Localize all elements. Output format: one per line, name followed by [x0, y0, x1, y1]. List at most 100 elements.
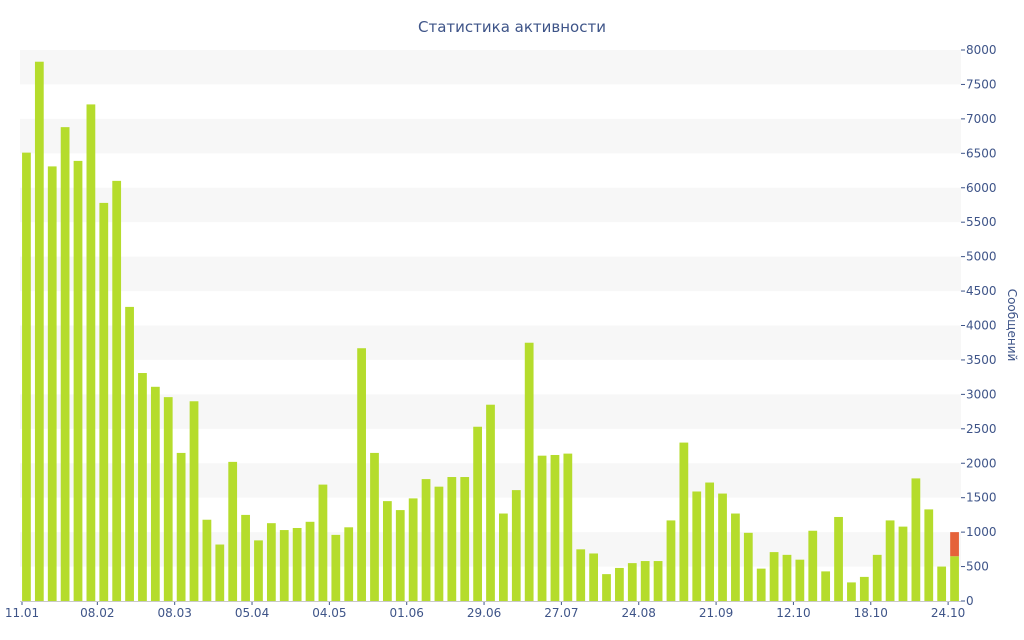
bar [460, 477, 470, 601]
bar [189, 401, 199, 601]
y-tick-label: 0 [966, 594, 974, 608]
bar [821, 571, 831, 601]
y-tick-label: 3000 [966, 387, 997, 401]
bar [718, 493, 727, 601]
x-tick-label: 29.06 [467, 606, 501, 620]
bar [22, 152, 31, 601]
bar-current-highlight [950, 532, 959, 557]
bar [112, 180, 122, 602]
grid-band [20, 256, 961, 292]
bar [898, 526, 908, 601]
bar [524, 342, 534, 601]
bar [834, 516, 843, 601]
bar [305, 521, 315, 601]
bar [563, 453, 573, 601]
y-tick-label: 7500 [966, 77, 997, 91]
bar [344, 527, 354, 601]
grid-bands [20, 50, 961, 567]
bar [434, 486, 444, 601]
bar [550, 454, 560, 601]
bar [99, 202, 109, 601]
y-tick-label: 5500 [966, 215, 997, 229]
bar [86, 104, 96, 601]
bar [924, 509, 934, 601]
bar [125, 306, 134, 601]
bar [885, 520, 895, 601]
y-axis-label: Сообщений [1005, 289, 1019, 362]
bar [743, 532, 753, 601]
x-tick-label: 11.01 [5, 606, 39, 620]
y-tick-label: 6500 [966, 146, 997, 160]
bar [615, 567, 624, 601]
y-tick-label: 7000 [966, 112, 997, 126]
bar [537, 455, 547, 601]
bar [653, 561, 663, 601]
bar [241, 514, 250, 601]
bar [395, 510, 405, 601]
bar [447, 477, 457, 601]
y-axis-ticks: 0 500 1000 1500 2000 2500 3000 3500 4000 4500 5000… [961, 43, 997, 608]
x-tick-label: 24.08 [622, 606, 656, 620]
x-tick-label: 01.06 [390, 606, 424, 620]
bar-current [950, 556, 959, 601]
bar [692, 491, 702, 601]
bar [254, 540, 263, 601]
bar [911, 478, 921, 601]
bar [215, 544, 225, 601]
bar [266, 523, 276, 601]
bar [756, 568, 766, 601]
bar [937, 566, 947, 601]
bar [486, 404, 495, 601]
bar [138, 373, 147, 601]
y-tick-label: 1500 [966, 491, 997, 505]
bar [370, 452, 379, 601]
bar [47, 166, 57, 601]
x-tick-label: 08.02 [80, 606, 114, 620]
grid-band [20, 118, 961, 154]
x-tick-label: 12.10 [776, 606, 810, 620]
bar [60, 127, 70, 601]
bar [331, 534, 341, 601]
bar [176, 452, 186, 601]
bar [705, 482, 715, 601]
bar [279, 530, 289, 601]
y-tick-label: 4500 [966, 284, 997, 298]
bar [150, 386, 160, 601]
x-tick-label: 05.04 [235, 606, 269, 620]
bar [408, 498, 418, 601]
bar [318, 484, 328, 601]
bar [679, 442, 689, 601]
bar [602, 574, 611, 601]
y-tick-label: 500 [966, 560, 989, 574]
bars [22, 61, 959, 602]
bar [640, 561, 650, 601]
bar [382, 501, 392, 601]
grid-band [20, 325, 961, 360]
grid-band [20, 50, 961, 85]
bar [73, 160, 83, 602]
y-tick-label: 8000 [966, 43, 997, 57]
bar [34, 61, 44, 602]
x-tick-label: 24.10 [931, 606, 965, 620]
x-tick-label: 18.10 [854, 606, 888, 620]
x-tick-label: 21.09 [699, 606, 733, 620]
bar [421, 479, 431, 601]
bar [627, 563, 637, 601]
bar [511, 490, 521, 601]
bar [808, 530, 818, 601]
bar [228, 461, 238, 601]
bar [769, 552, 779, 601]
bar [499, 513, 508, 601]
bar [847, 582, 856, 601]
x-axis-ticks: 11.01 08.02 08.03 05.04 04.05 01.06 29.06 27.07… [5, 601, 965, 620]
bar [859, 576, 869, 601]
grid-band [20, 187, 961, 223]
x-tick-label: 04.05 [312, 606, 346, 620]
y-tick-label: 1000 [966, 525, 997, 539]
bar [795, 559, 805, 601]
bar [666, 520, 676, 601]
bar [872, 554, 882, 601]
bar [576, 549, 586, 601]
y-tick-label: 4000 [966, 319, 997, 333]
